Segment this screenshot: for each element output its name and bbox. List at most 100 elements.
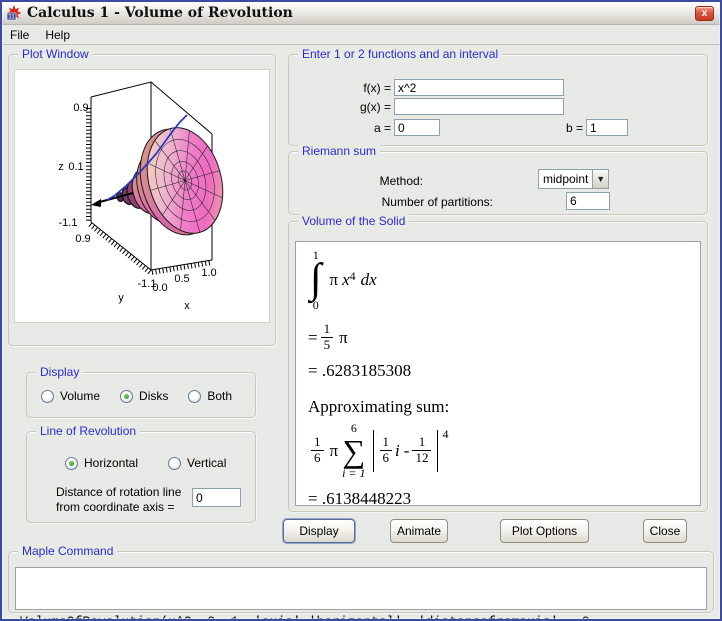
- integral-expression: 1 ∫ 0 π x 4 dx: [308, 248, 688, 312]
- integral-exponent: 4: [349, 268, 356, 283]
- x-tick-1: 0.5: [174, 273, 189, 285]
- radio-vertical[interactable]: Vertical: [168, 456, 226, 470]
- close-button[interactable]: Close: [643, 519, 687, 543]
- integral-sign: ∫: [310, 256, 322, 303]
- plot-window-group: Plot Window: [8, 47, 276, 346]
- radio-both-circle[interactable]: [188, 389, 202, 403]
- z-axis-label: z: [58, 161, 64, 173]
- a-label: a =: [373, 121, 391, 135]
- radio-horizontal[interactable]: Horizontal: [65, 456, 138, 470]
- integral-lower-limit: 0: [312, 298, 319, 313]
- partitions-label: Number of partitions:: [381, 195, 493, 209]
- z-tick-0: 0.9: [73, 102, 88, 114]
- approx-sum-label: Approximating sum:: [308, 397, 450, 417]
- distance-input[interactable]: [192, 488, 241, 507]
- plot-window-group-title: Plot Window: [18, 47, 93, 61]
- volume-math-display: 1 ∫ 0 π x 4 dx = 1 5 π: [295, 241, 701, 506]
- radio-both-label: Both: [207, 389, 233, 403]
- f-input[interactable]: [394, 79, 564, 96]
- sum-term1-denominator: 6: [379, 450, 393, 466]
- x-tick-2: 1.0: [201, 267, 216, 279]
- sum-term2-denominator: 12: [412, 450, 432, 466]
- y-tick-0: 0.9: [75, 233, 90, 245]
- exact-equals: =: [308, 327, 318, 347]
- display-group-title: Display: [36, 365, 84, 379]
- y-tick-1: -1.1: [138, 278, 157, 290]
- radio-volume-circle[interactable]: [41, 389, 54, 403]
- exact-fraction-denominator: 5: [320, 337, 334, 353]
- sum-minus: -: [403, 440, 410, 460]
- integral-upper-limit: 1: [312, 248, 319, 262]
- close-window-button[interactable]: x: [695, 6, 714, 21]
- z-tick-2: -1.1: [59, 217, 78, 229]
- radio-horizontal-label: Horizontal: [84, 456, 139, 470]
- x-tick-0: 0.0: [152, 282, 167, 294]
- display-options: Volume Disks Both: [41, 389, 232, 403]
- close-icon: x: [701, 7, 708, 19]
- sum-variable: i: [395, 440, 400, 460]
- distance-label-line1: Distance of rotation line: [56, 485, 182, 499]
- approx-sum-expression: 1 6 π 6 ∑ i = 1 1 6 i - 1: [308, 421, 688, 480]
- window-title: Calculus 1 - Volume of Revolution: [27, 5, 293, 21]
- sum-term1-numerator: 1: [382, 434, 390, 450]
- radio-disks[interactable]: Disks: [120, 389, 168, 403]
- a-input[interactable]: [394, 119, 440, 136]
- sum-pi: π: [329, 440, 339, 460]
- b-label: b =: [565, 121, 583, 135]
- method-dropdown[interactable]: midpoint ▼: [538, 169, 609, 189]
- g-label: g(x) =: [359, 100, 391, 114]
- abs-bar-right: [437, 429, 439, 472]
- radio-volume-label: Volume: [60, 389, 101, 403]
- method-dropdown-value: midpoint: [543, 172, 589, 186]
- partitions-input[interactable]: [566, 192, 610, 210]
- radio-disks-circle[interactable]: [120, 389, 134, 403]
- z-tick-1: 0.1: [68, 161, 83, 173]
- b-input[interactable]: [586, 119, 628, 136]
- menu-file[interactable]: File: [10, 28, 30, 42]
- radio-disks-label: Disks: [139, 389, 169, 403]
- display-group: Display Volume Disks Both: [26, 365, 256, 418]
- functions-group: Enter 1 or 2 functions and an interval f…: [288, 47, 708, 146]
- y-axis-label: y: [118, 292, 124, 304]
- sigma-sign: ∑: [342, 432, 366, 469]
- title-bar[interactable]: 11 Calculus 1 - Volume of Revolution x: [2, 2, 720, 25]
- riemann-sum-group: Riemann sum Method: midpoint ▼ Number of…: [288, 144, 708, 215]
- maple-command-textarea[interactable]: VolumeOfRevolution(x^2, 0..1, 'axis'='ho…: [15, 567, 707, 621]
- distance-label-line2: from coordinate axis =: [56, 500, 175, 514]
- exact-result-expression: = 1 5 π: [308, 322, 688, 353]
- approx-decimal-value: = .6138448223: [308, 488, 412, 506]
- display-button[interactable]: Display: [283, 519, 355, 543]
- sigma-lower-limit: i = 1: [342, 466, 366, 481]
- animate-button[interactable]: Animate: [390, 519, 448, 543]
- exact-fraction-numerator: 1: [323, 321, 331, 337]
- g-input[interactable]: [394, 98, 564, 115]
- radio-vertical-circle[interactable]: [168, 456, 182, 470]
- f-label: f(x) =: [363, 81, 391, 95]
- rotation-axis-line: [91, 192, 134, 207]
- radio-both[interactable]: Both: [188, 389, 232, 403]
- sum-term2-numerator: 1: [418, 434, 426, 450]
- svg-text:11: 11: [8, 14, 15, 21]
- revolution-options: Horizontal Vertical: [65, 456, 226, 470]
- maple-leaf-icon: 11: [6, 5, 22, 21]
- volume-of-solid-group: Volume of the Solid 1 ∫ 0 π x 4 dx =: [288, 214, 708, 512]
- maple-command-group: Maple Command VolumeOfRevolution(x^2, 0.…: [8, 544, 714, 621]
- sigma-upper-limit: 6: [350, 421, 357, 436]
- menu-help[interactable]: Help: [45, 28, 71, 42]
- radio-horizontal-circle[interactable]: [65, 456, 78, 470]
- riemann-sum-group-title: Riemann sum: [298, 144, 381, 158]
- exact-pi: π: [339, 327, 348, 347]
- plot-3d-svg: 0.9 z 0.1 -1.1 0.9 -1.1 y 0.0 0.5 1.0 x: [58, 81, 224, 312]
- revolution-disks: [116, 127, 224, 236]
- chevron-down-icon[interactable]: ▼: [592, 170, 608, 188]
- integral-differential: dx: [360, 270, 377, 290]
- function-curve: [106, 114, 188, 201]
- plot-options-button[interactable]: Plot Options: [500, 519, 589, 543]
- sum-coef-numerator: 1: [314, 434, 321, 450]
- x-axis-label: x: [184, 300, 190, 312]
- plot-3d-canvas[interactable]: 0.9 z 0.1 -1.1 0.9 -1.1 y 0.0 0.5 1.0 x: [14, 69, 270, 323]
- integral-variable: x: [342, 270, 350, 290]
- abs-bar-left: [372, 429, 374, 472]
- radio-volume[interactable]: Volume: [41, 389, 100, 403]
